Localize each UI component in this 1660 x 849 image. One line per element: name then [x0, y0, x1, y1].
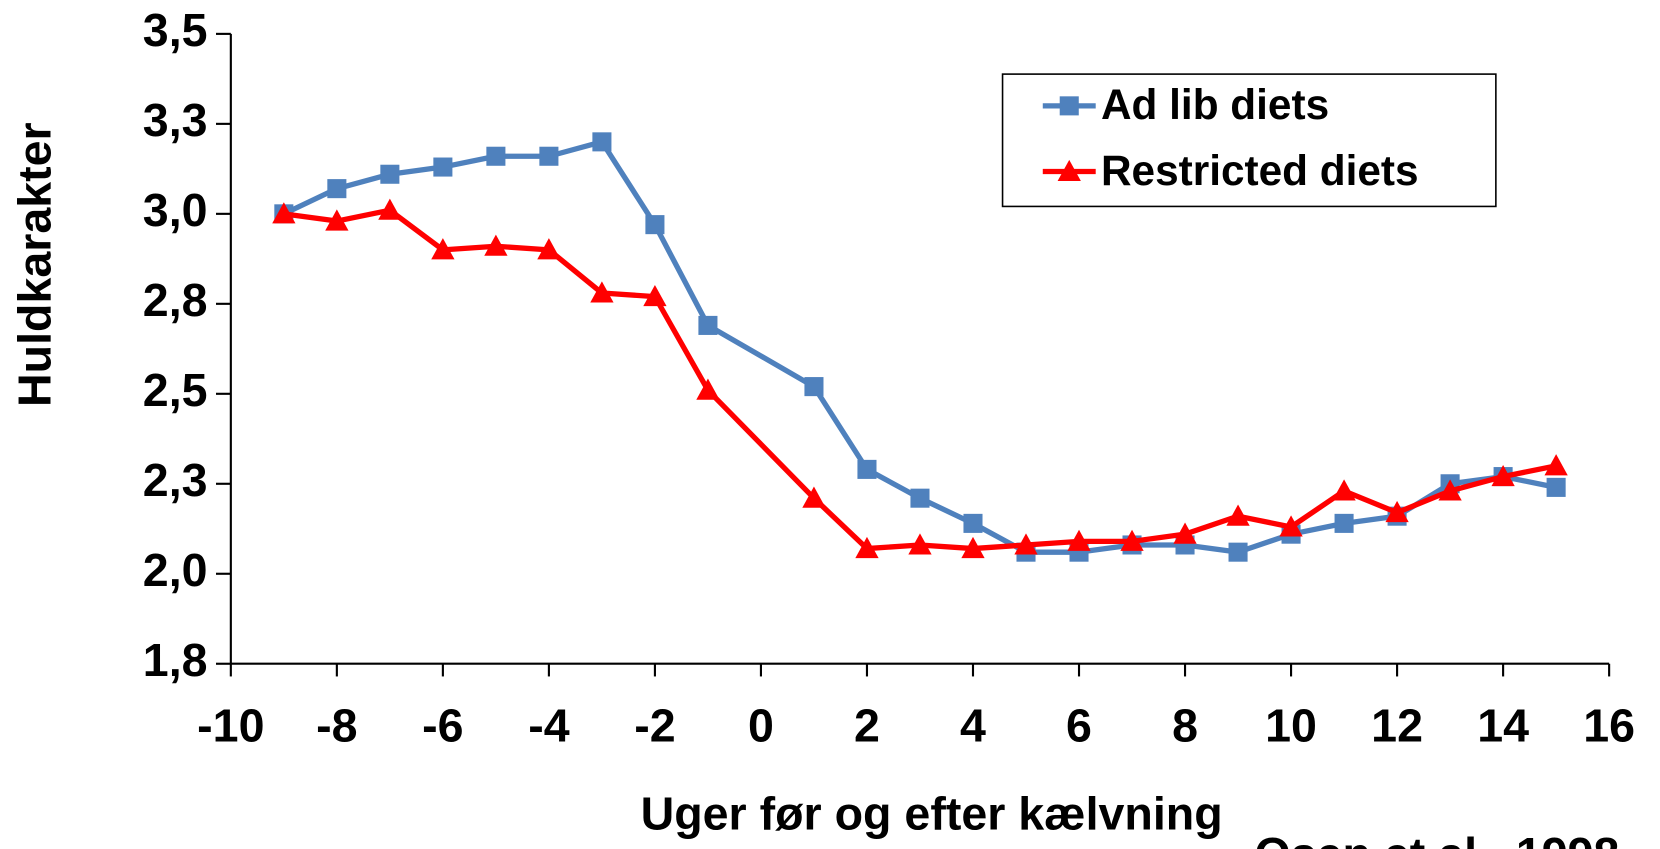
- legend-label: Restricted diets: [1101, 147, 1419, 194]
- marker: [380, 164, 400, 184]
- marker: [1173, 522, 1197, 544]
- marker: [1438, 479, 1462, 501]
- marker: [325, 209, 349, 231]
- marker: [645, 215, 665, 235]
- y-tick-label: 3,3: [143, 94, 208, 146]
- marker: [378, 198, 402, 220]
- x-tick-label: 14: [1477, 700, 1529, 752]
- marker: [643, 284, 667, 307]
- marker: [1334, 513, 1354, 533]
- legend: Ad lib diets Restricted diets: [1001, 73, 1497, 208]
- x-tick-label: 4: [960, 700, 986, 752]
- marker: [1120, 529, 1144, 551]
- marker: [1544, 454, 1568, 476]
- marker: [590, 281, 614, 303]
- series-line: [283, 207, 1557, 552]
- marker: [1546, 477, 1566, 497]
- marker: [908, 533, 932, 555]
- marker: [433, 157, 453, 177]
- x-tick-label: -2: [634, 700, 675, 752]
- legend-box: [1001, 73, 1497, 208]
- marker: [961, 536, 985, 559]
- marker: [1332, 479, 1356, 501]
- x-tick-label: 6: [1066, 700, 1092, 752]
- marker: [696, 378, 720, 400]
- marker: [1226, 504, 1250, 526]
- marker: [1059, 96, 1079, 116]
- y-tick-label: 2,0: [143, 544, 208, 596]
- marker: [1067, 529, 1091, 551]
- y-tick-label: 2,5: [143, 364, 208, 416]
- marker: [327, 179, 347, 199]
- x-tick-label: -4: [528, 700, 570, 752]
- marker: [1228, 542, 1248, 562]
- marker: [272, 202, 296, 224]
- x-tick-label: 0: [748, 700, 774, 752]
- y-tick-label: 2,8: [143, 274, 208, 326]
- x-tick-label: -8: [316, 700, 357, 752]
- y-tick-label: 3,5: [143, 4, 208, 56]
- marker: [1385, 500, 1409, 523]
- y-tick-label: 1,8: [143, 634, 208, 686]
- x-axis-label: Uger før og efter kælvning: [641, 788, 1223, 840]
- marker: [857, 459, 877, 479]
- y-tick-label: 2,3: [143, 454, 208, 506]
- x-tick-label: -10: [197, 700, 264, 752]
- x-tick-label: 8: [1172, 700, 1198, 752]
- marker: [855, 536, 879, 559]
- legend-label: Ad lib diets: [1101, 81, 1329, 128]
- y-axis-label: Huldkarakter: [8, 122, 60, 407]
- marker: [802, 486, 826, 508]
- source-note: Osen et al., 1998: [1255, 828, 1620, 849]
- y-tick-label: 3,0: [143, 184, 208, 236]
- x-tick-label: -6: [422, 700, 463, 752]
- x-tick-label: 2: [854, 700, 880, 752]
- marker: [1279, 515, 1303, 537]
- marker: [1014, 533, 1038, 555]
- marker: [804, 377, 824, 397]
- marker: [963, 513, 983, 533]
- x-tick-label: 12: [1371, 700, 1423, 752]
- marker: [910, 488, 930, 508]
- x-tick-label: 10: [1265, 700, 1317, 752]
- marker: [484, 234, 508, 256]
- x-tick-label: 16: [1583, 700, 1635, 752]
- marker: [1057, 159, 1081, 182]
- marker: [486, 146, 506, 166]
- marker: [1491, 464, 1515, 487]
- marker: [539, 146, 559, 166]
- marker: [537, 238, 561, 260]
- marker: [431, 238, 455, 260]
- marker: [698, 315, 718, 335]
- marker: [592, 132, 612, 152]
